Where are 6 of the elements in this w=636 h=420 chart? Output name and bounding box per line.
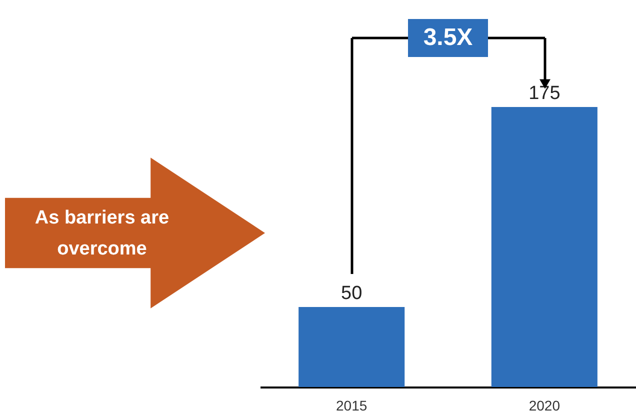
x-tick-label: 2020 <box>528 398 560 414</box>
x-tick-label: 2015 <box>336 398 368 414</box>
text: 3.5X <box>423 24 473 51</box>
data-label: 50 <box>341 283 362 304</box>
text: As barriers are overcome <box>34 208 170 260</box>
data-label: 175 <box>528 83 560 104</box>
